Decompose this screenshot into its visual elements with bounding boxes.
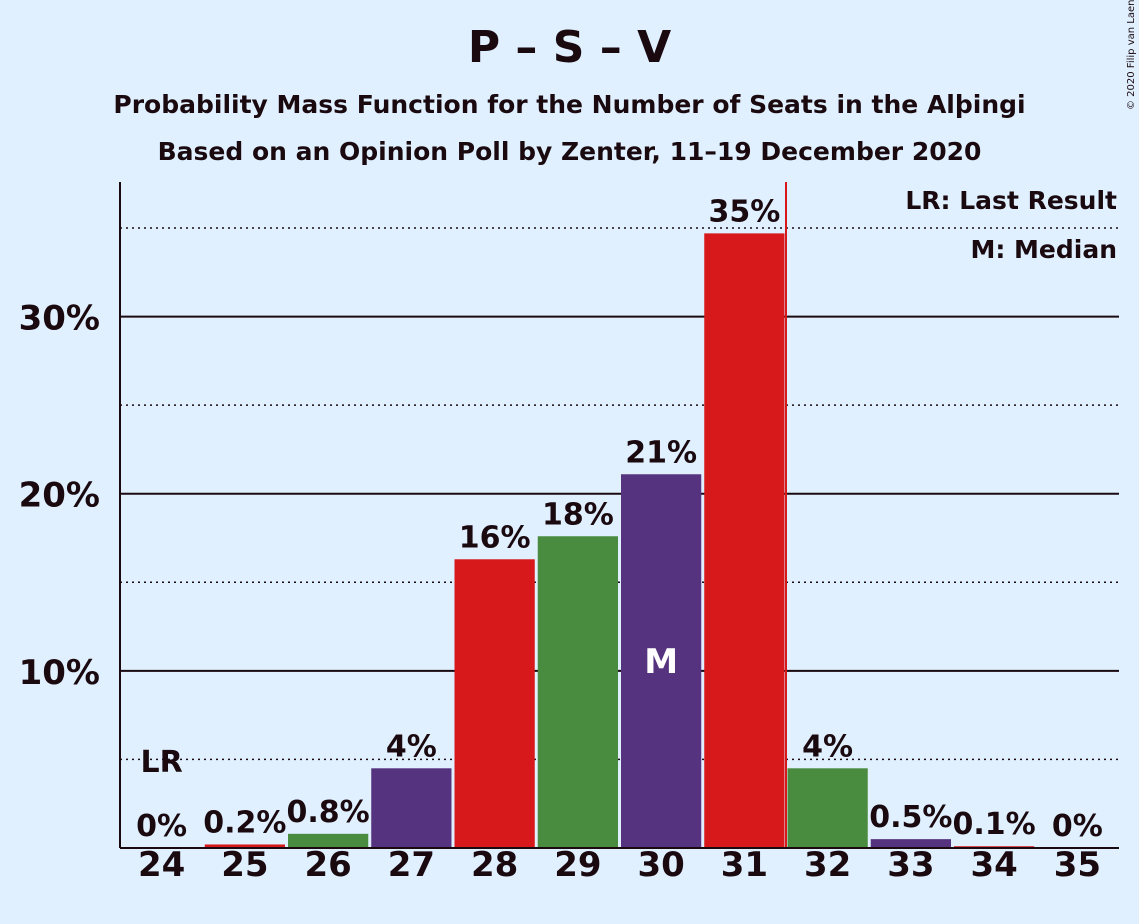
data-labels: 0% 0.2% 0.8% 4% 16% 18% 21% 35% 4% 0.5% 0.1% 0% M LR [136, 194, 1103, 844]
bar-value-label: 0.1% [953, 807, 1036, 842]
bar [870, 839, 951, 848]
y-tick-label: 30% [19, 299, 100, 339]
bar-value-label: 0.8% [287, 795, 370, 830]
x-tick-label: 28 [471, 845, 518, 885]
bar-value-label: 4% [802, 729, 853, 764]
bar [537, 536, 618, 848]
y-tick-label: 10% [19, 653, 100, 693]
x-tick-label: 31 [721, 845, 768, 885]
x-tick-label: 25 [221, 845, 268, 885]
bar-value-label: 0.2% [203, 805, 286, 840]
x-tick-label: 29 [554, 845, 601, 885]
bar-value-label: 35% [708, 194, 780, 229]
bar [704, 233, 785, 849]
bar [371, 768, 452, 848]
bar [787, 768, 868, 848]
bars [204, 233, 1035, 849]
bar [204, 844, 285, 848]
legend-median: M: Median [970, 235, 1117, 264]
bar-value-label: 18% [542, 497, 614, 532]
last-result-marker: LR [141, 745, 183, 780]
y-tick-label: 20% [19, 476, 100, 516]
bar-value-label: 4% [386, 729, 437, 764]
gridlines [120, 227, 1119, 761]
chart-subtitle: Probability Mass Function for the Number… [113, 90, 1026, 119]
bar [621, 474, 702, 848]
bar [288, 833, 369, 848]
x-tick-label: 24 [138, 845, 185, 885]
bar-value-label: 21% [625, 435, 697, 470]
bar-value-label: 0% [136, 809, 187, 844]
bar-value-label: 0% [1052, 809, 1103, 844]
x-tick-label: 32 [804, 845, 851, 885]
chart-title: P – S – V [467, 22, 672, 73]
axes: 10% 20% 30% 24 25 26 27 28 29 30 31 32 33 34 35 [19, 182, 1119, 885]
bar-value-label: 16% [459, 520, 531, 555]
x-tick-label: 34 [970, 845, 1017, 885]
chart-subtitle-poll: Based on an Opinion Poll by Zenter, 11–1… [157, 137, 982, 166]
bar-value-label: 0.5% [869, 800, 952, 835]
legend-last-result: LR: Last Result [905, 186, 1117, 215]
x-tick-label: 35 [1054, 845, 1101, 885]
x-tick-label: 27 [388, 845, 435, 885]
x-tick-label: 30 [637, 845, 684, 885]
x-tick-label: 26 [304, 845, 351, 885]
x-tick-label: 33 [887, 845, 934, 885]
bar [454, 559, 535, 848]
median-marker: M [644, 642, 678, 682]
